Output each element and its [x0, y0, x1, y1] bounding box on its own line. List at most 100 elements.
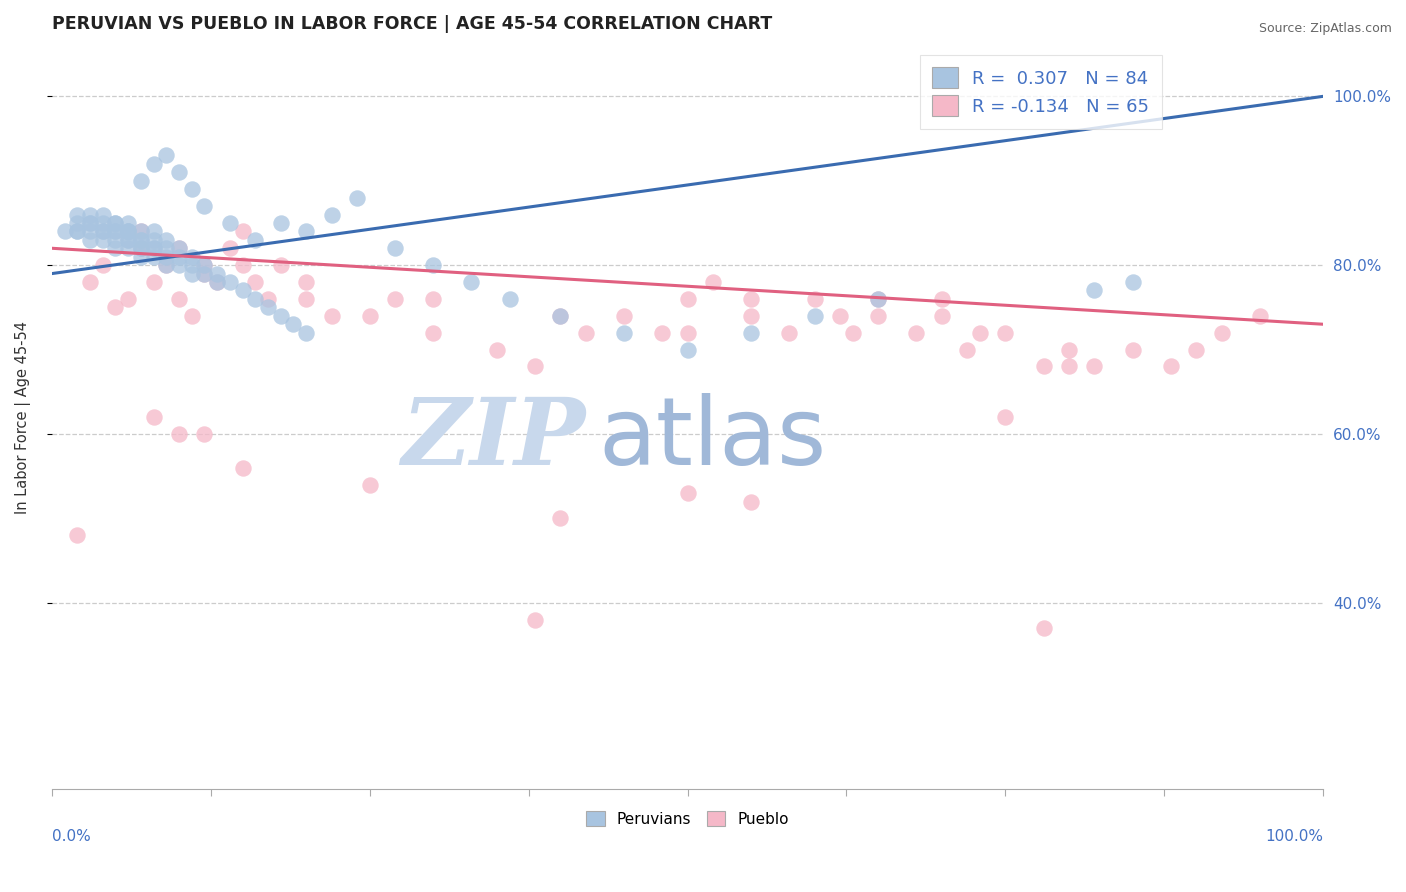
Text: Source: ZipAtlas.com: Source: ZipAtlas.com [1258, 22, 1392, 36]
Point [830, 309, 852, 323]
Point [575, 326, 598, 340]
Point [740, 292, 762, 306]
Point [1032, 621, 1054, 635]
Point [142, 410, 165, 425]
Point [180, 309, 202, 323]
Point [245, 233, 267, 247]
Point [129, 241, 152, 255]
Point [117, 233, 139, 247]
Point [523, 613, 546, 627]
Point [66, 207, 89, 221]
Point [129, 233, 152, 247]
Point [1057, 343, 1080, 357]
Point [104, 233, 127, 247]
Point [346, 191, 368, 205]
Point [676, 486, 699, 500]
Point [155, 258, 177, 272]
Point [193, 267, 215, 281]
Point [117, 224, 139, 238]
Point [91, 216, 114, 230]
Point [740, 309, 762, 323]
Point [523, 359, 546, 374]
Point [422, 326, 444, 340]
Text: 100.0%: 100.0% [1265, 830, 1323, 845]
Point [295, 275, 318, 289]
Point [167, 250, 190, 264]
Point [651, 326, 673, 340]
Point [142, 250, 165, 264]
Point [283, 318, 305, 332]
Point [1211, 326, 1233, 340]
Point [1249, 309, 1271, 323]
Point [142, 224, 165, 238]
Point [104, 216, 127, 230]
Point [295, 326, 318, 340]
Point [613, 326, 636, 340]
Point [205, 275, 228, 289]
Point [931, 292, 953, 306]
Point [117, 216, 139, 230]
Point [129, 241, 152, 255]
Point [613, 309, 636, 323]
Point [129, 233, 152, 247]
Point [193, 258, 215, 272]
Point [79, 224, 101, 238]
Point [1185, 343, 1208, 357]
Point [245, 275, 267, 289]
Point [117, 224, 139, 238]
Point [193, 199, 215, 213]
Point [550, 309, 572, 323]
Point [155, 241, 177, 255]
Point [321, 309, 343, 323]
Point [167, 258, 190, 272]
Point [142, 275, 165, 289]
Point [257, 301, 280, 315]
Point [702, 275, 724, 289]
Point [142, 157, 165, 171]
Point [550, 511, 572, 525]
Point [676, 292, 699, 306]
Point [359, 477, 381, 491]
Point [142, 241, 165, 255]
Point [868, 292, 890, 306]
Point [740, 326, 762, 340]
Point [803, 292, 825, 306]
Point [66, 528, 89, 542]
Point [79, 216, 101, 230]
Point [218, 241, 240, 255]
Point [740, 494, 762, 508]
Point [384, 241, 406, 255]
Point [129, 224, 152, 238]
Point [129, 224, 152, 238]
Point [104, 224, 127, 238]
Point [104, 216, 127, 230]
Point [460, 275, 482, 289]
Point [803, 309, 825, 323]
Point [205, 275, 228, 289]
Point [676, 343, 699, 357]
Point [117, 292, 139, 306]
Point [193, 427, 215, 442]
Point [155, 233, 177, 247]
Point [129, 174, 152, 188]
Point [232, 224, 254, 238]
Point [104, 301, 127, 315]
Point [117, 224, 139, 238]
Text: ZIP: ZIP [402, 394, 586, 484]
Point [167, 241, 190, 255]
Point [270, 258, 292, 272]
Point [180, 258, 202, 272]
Point [498, 292, 520, 306]
Point [117, 241, 139, 255]
Point [79, 233, 101, 247]
Point [232, 284, 254, 298]
Point [270, 216, 292, 230]
Point [155, 148, 177, 162]
Point [956, 343, 979, 357]
Point [931, 309, 953, 323]
Point [167, 165, 190, 179]
Point [180, 182, 202, 196]
Point [422, 292, 444, 306]
Point [321, 207, 343, 221]
Point [1122, 343, 1144, 357]
